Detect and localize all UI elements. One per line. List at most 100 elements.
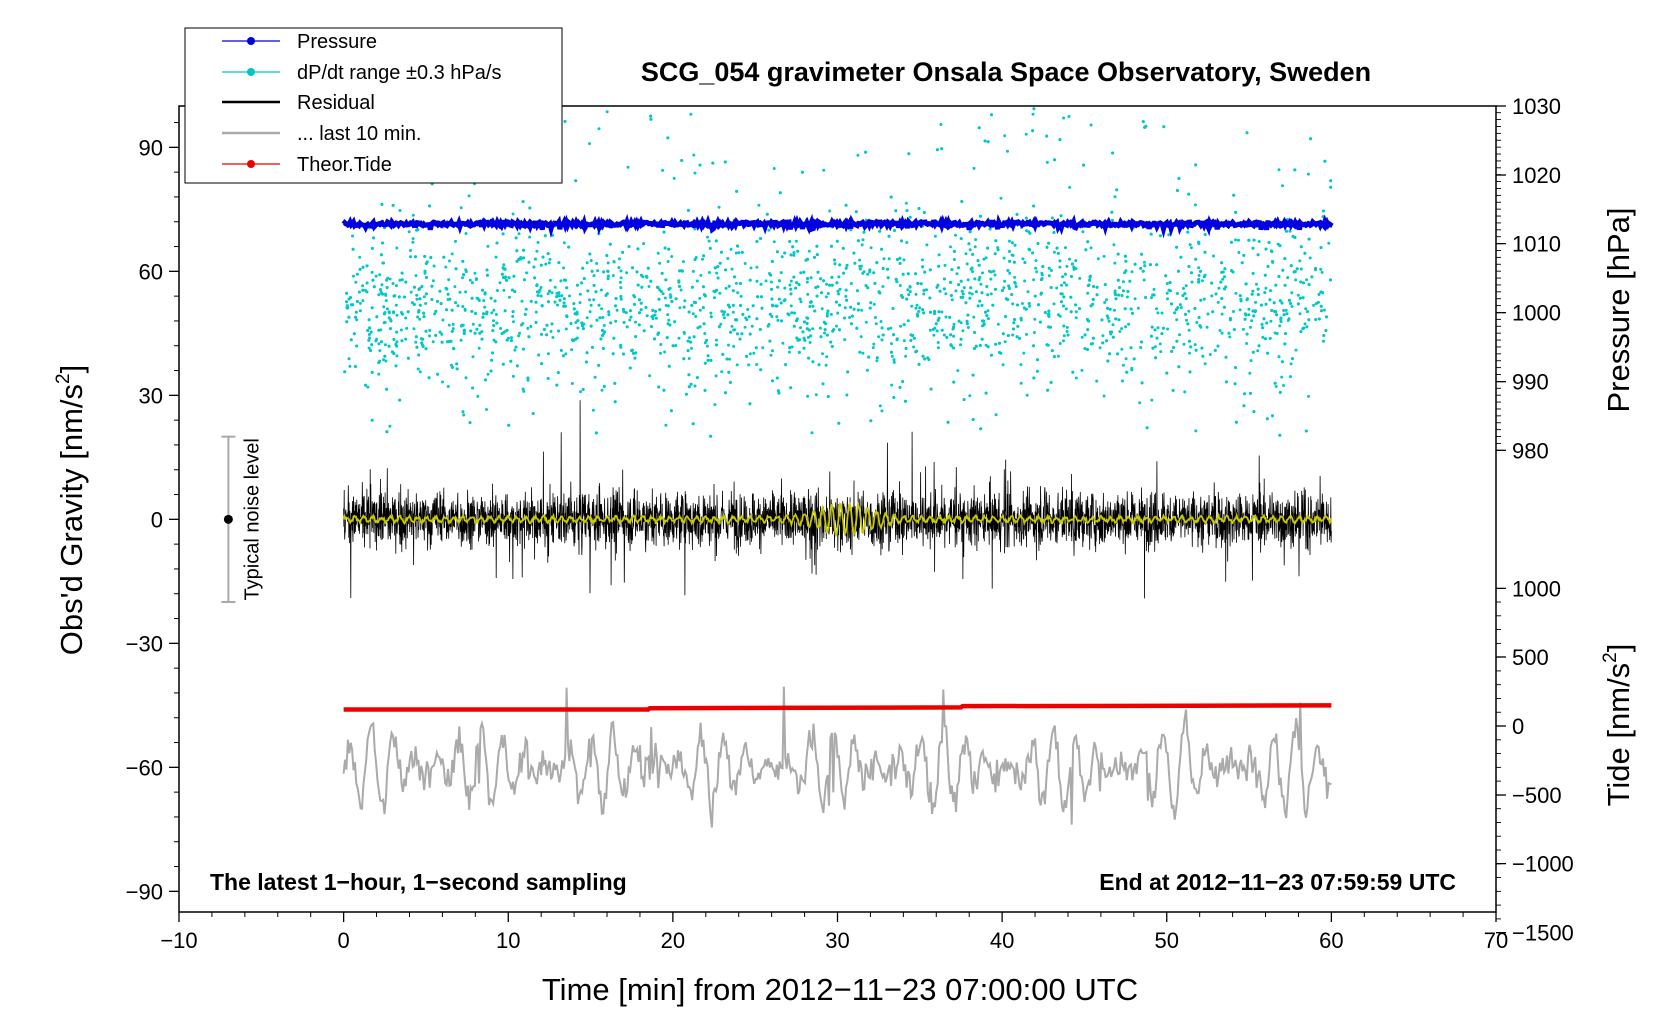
dpdt-point (981, 324, 984, 328)
dpdt-point (844, 288, 848, 292)
dpdt-point (959, 343, 962, 347)
dpdt-point (976, 304, 980, 308)
dpdt-point (511, 212, 515, 216)
dpdt-point (484, 378, 488, 382)
dpdt-point (1089, 123, 1093, 127)
dpdt-point (450, 365, 454, 369)
dpdt-point (429, 256, 433, 259)
dpdt-point (1156, 326, 1160, 330)
dpdt-point (1066, 333, 1070, 337)
dpdt-point (1026, 290, 1030, 294)
dpdt-point (986, 140, 990, 144)
dpdt-point (411, 213, 415, 217)
dpdt-point (1014, 285, 1018, 288)
dpdt-point (991, 303, 995, 307)
dpdt-point (968, 394, 972, 398)
dpdt-point (965, 262, 969, 266)
dpdt-point (931, 328, 935, 331)
dpdt-point (402, 295, 406, 299)
dpdt-point (686, 208, 690, 212)
dpdt-point (1056, 313, 1060, 317)
dpdt-point (424, 262, 428, 265)
dpdt-point (890, 342, 893, 346)
dpdt-point (1139, 266, 1143, 270)
dpdt-point (663, 246, 667, 250)
dpdt-point (1284, 308, 1288, 312)
dpdt-point (1095, 379, 1099, 383)
dpdt-point (468, 421, 472, 425)
dpdt-point (528, 206, 532, 210)
dpdt-point (503, 309, 507, 313)
dpdt-point (1205, 325, 1209, 329)
dpdt-point (1065, 325, 1069, 329)
dpdt-point (1058, 138, 1062, 142)
dpdt-point (503, 276, 507, 280)
dpdt-point (521, 347, 525, 351)
dpdt-point (952, 380, 956, 384)
dpdt-point (1234, 238, 1237, 242)
dpdt-point (980, 303, 984, 307)
dpdt-point (1322, 308, 1326, 312)
dpdt-point (857, 302, 860, 306)
dpdt-point (890, 383, 894, 387)
dpdt-point (670, 299, 674, 303)
dpdt-point (904, 399, 907, 403)
dpdt-point (910, 304, 914, 308)
dpdt-point (581, 327, 585, 331)
dpdt-point (1221, 270, 1225, 274)
dpdt-point (833, 262, 837, 266)
dpdt-point (1059, 300, 1063, 304)
dpdt-point (1187, 265, 1191, 268)
dpdt-point (395, 340, 399, 344)
dpdt-point (485, 268, 489, 272)
dpdt-point (731, 310, 735, 314)
dpdt-point (1320, 270, 1324, 274)
dpdt-point (399, 328, 403, 332)
dpdt-point (759, 368, 763, 372)
dpdt-point (540, 304, 544, 308)
dpdt-point (421, 345, 425, 348)
dpdt-point (638, 311, 641, 315)
dpdt-point (390, 350, 394, 354)
x-tick-label-5: 40 (990, 928, 1014, 953)
dpdt-point (527, 335, 531, 339)
dpdt-point (732, 344, 736, 348)
pressure-tick-label-2: 1010 (1512, 232, 1561, 257)
dpdt-point (825, 355, 829, 359)
dpdt-point (665, 336, 669, 340)
dpdt-point (600, 328, 604, 332)
dpdt-point (1033, 294, 1037, 298)
dpdt-point (782, 299, 786, 303)
dpdt-point (606, 277, 610, 281)
dpdt-point (411, 240, 415, 244)
dpdt-point (849, 228, 853, 232)
dpdt-point (533, 257, 537, 261)
dpdt-point (1062, 324, 1066, 328)
dpdt-point (1062, 339, 1065, 343)
dpdt-point (735, 189, 739, 193)
dpdt-point (496, 289, 499, 292)
dpdt-point (562, 301, 566, 305)
dpdt-point (527, 260, 531, 264)
dpdt-point (1074, 303, 1077, 307)
dpdt-point (562, 304, 566, 308)
dpdt-point (1072, 265, 1076, 269)
dpdt-point (511, 314, 515, 318)
dpdt-point (1173, 311, 1177, 315)
dpdt-point (1010, 293, 1014, 296)
dpdt-point (943, 263, 947, 267)
dpdt-point (1127, 322, 1131, 326)
dpdt-point (480, 330, 484, 334)
dpdt-point (1248, 371, 1252, 375)
dpdt-point (873, 316, 877, 319)
dpdt-point (512, 274, 516, 278)
dpdt-point (1089, 304, 1093, 308)
dpdt-point (1314, 318, 1318, 321)
dpdt-point (993, 273, 997, 277)
dpdt-point (891, 307, 895, 310)
dpdt-point (464, 290, 468, 294)
dpdt-point (1190, 280, 1194, 284)
dpdt-point (636, 283, 640, 287)
dpdt-point (724, 286, 728, 290)
dpdt-point (856, 239, 860, 243)
